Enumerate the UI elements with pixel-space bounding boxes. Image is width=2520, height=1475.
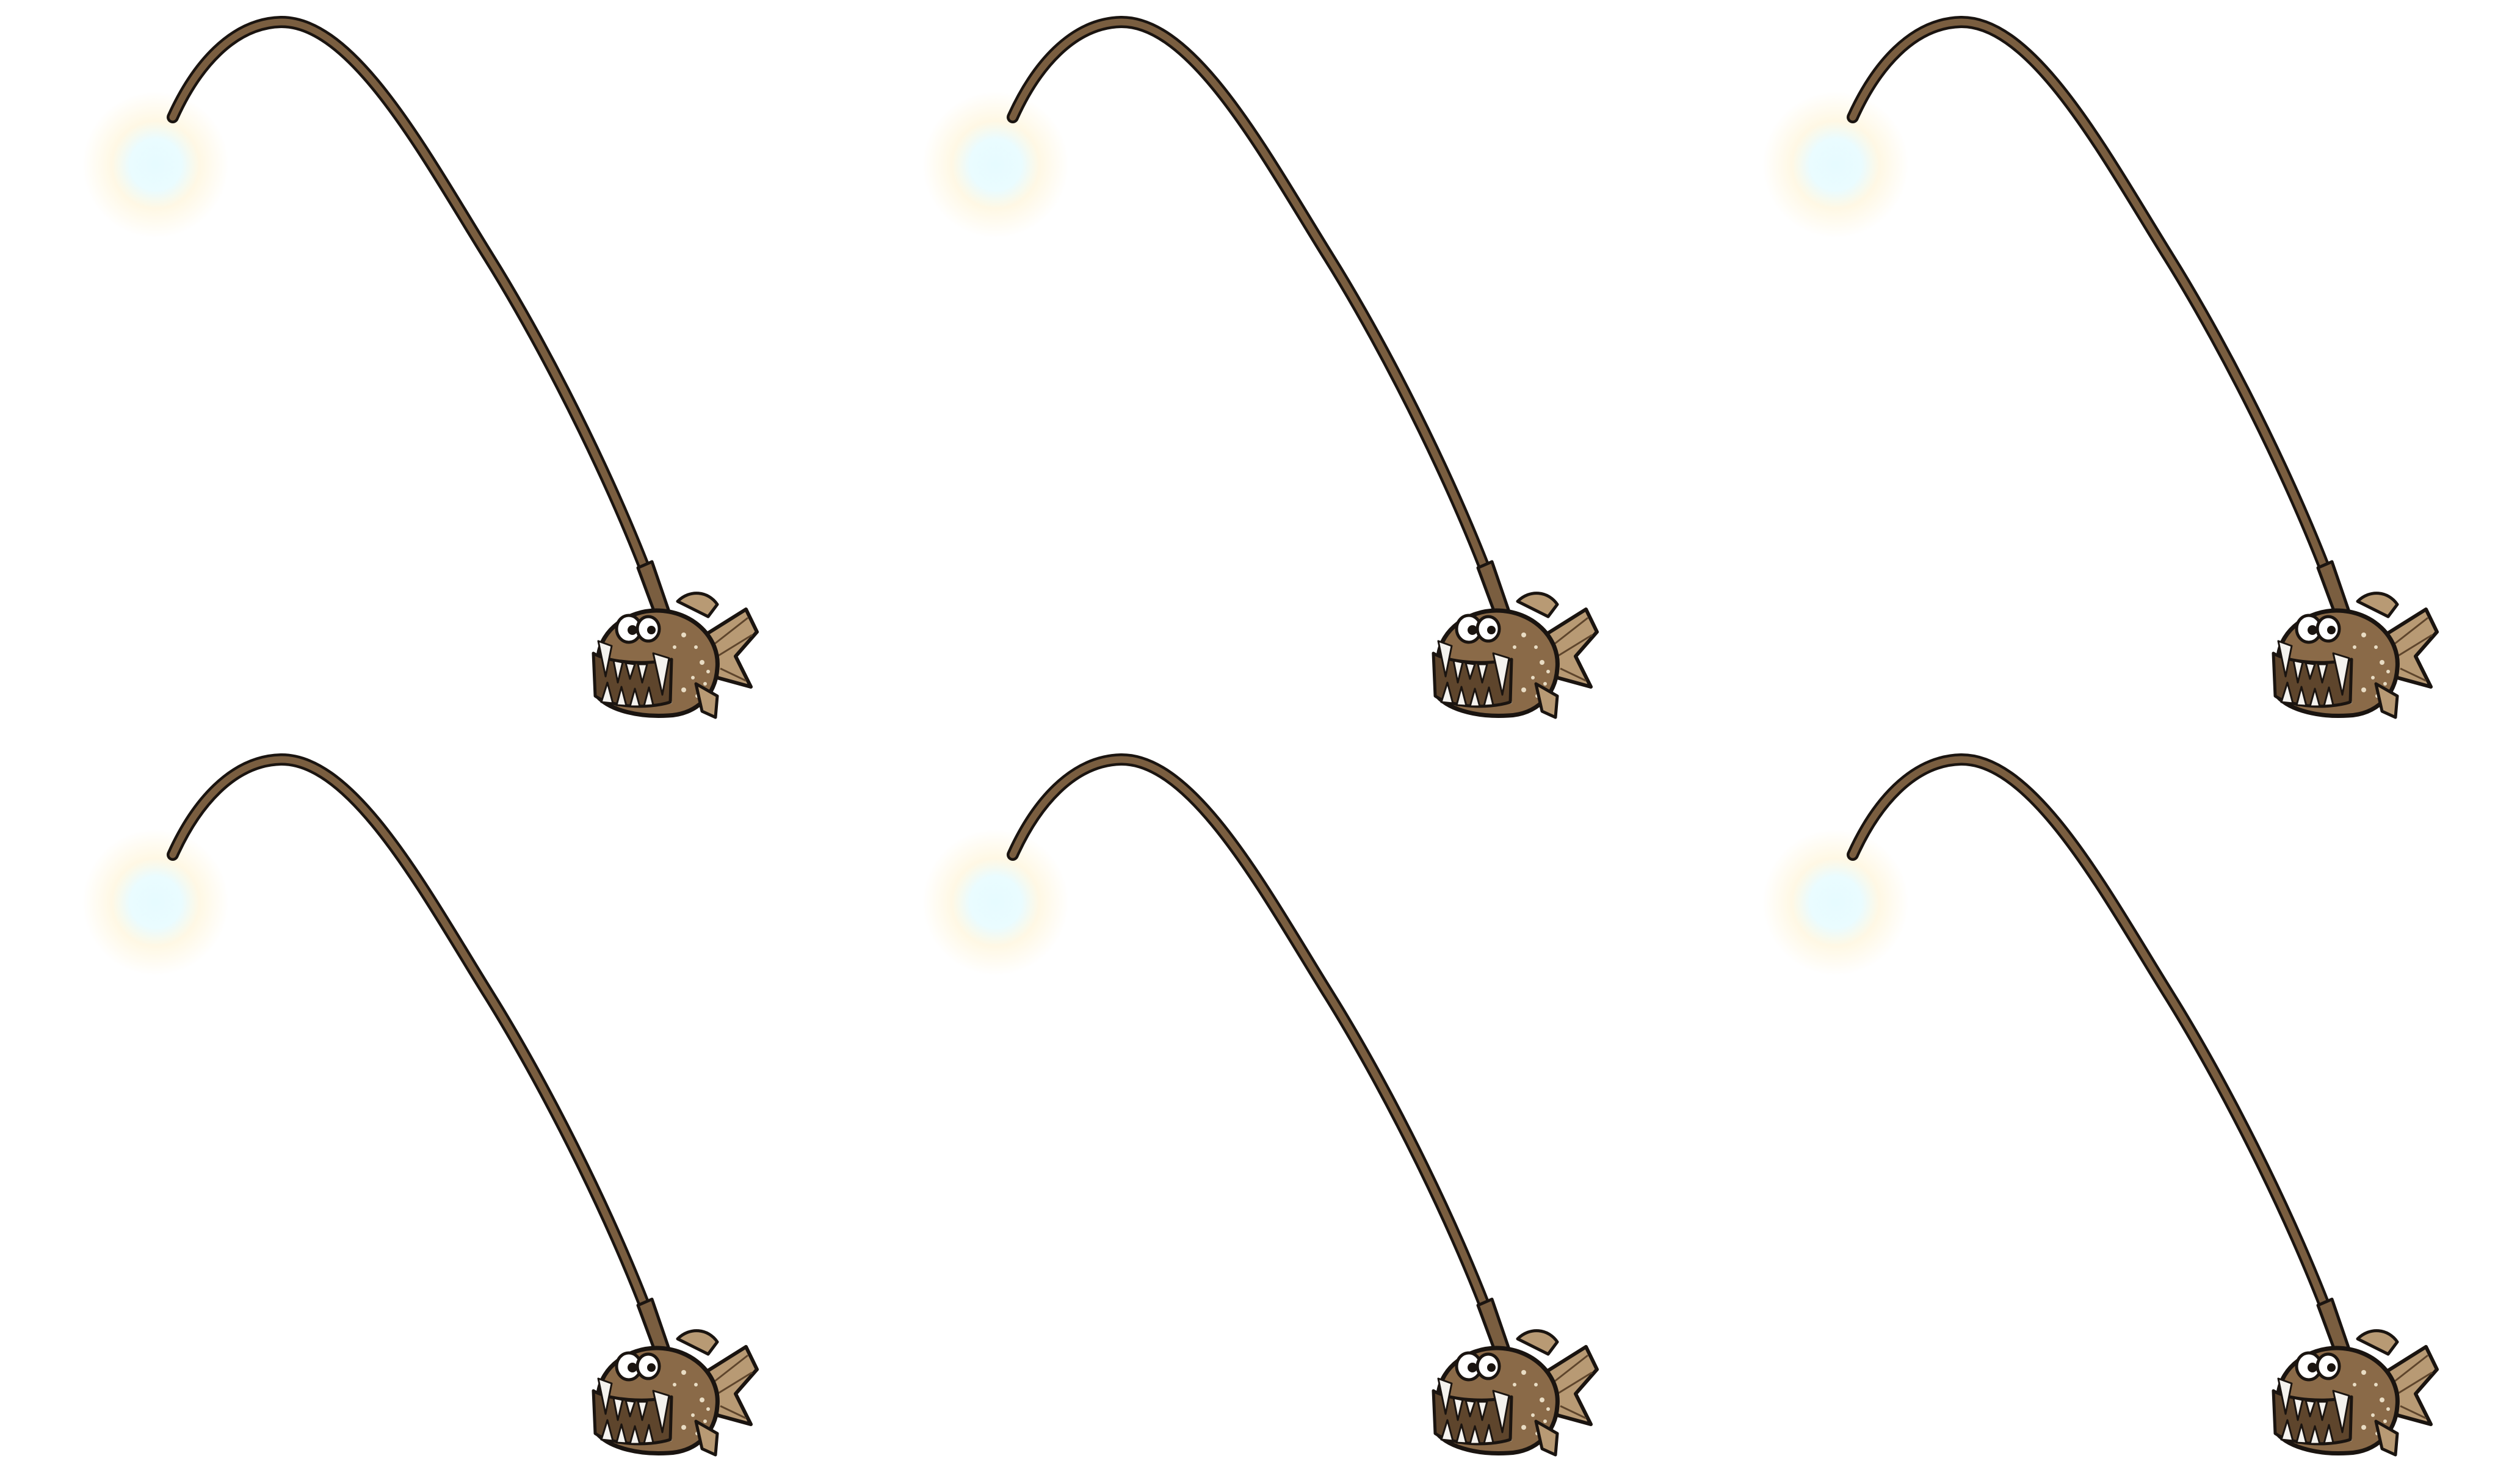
sprite-frame-4: [0, 738, 840, 1475]
pectoral-fin: [2374, 1419, 2399, 1457]
sprite-frame-5: [840, 738, 1680, 1475]
sprite-frame-3: [1680, 0, 2520, 738]
anglerfish-icon: [922, 753, 1599, 1457]
pectoral-fin: [694, 682, 719, 719]
fish-teeth: [597, 640, 670, 708]
fish-teeth: [1437, 1377, 1510, 1445]
lure-glow: [922, 92, 1069, 238]
pectoral-fin: [1534, 682, 1559, 719]
fish-eyes: [615, 1351, 661, 1382]
fish-teeth: [597, 1377, 670, 1445]
lure-glow: [82, 92, 229, 238]
dorsal-fin: [2356, 592, 2399, 618]
fish-eyes: [1455, 614, 1501, 644]
lure-stem: [167, 753, 668, 1360]
fish-eyes: [615, 614, 661, 644]
dorsal-fin: [1516, 1329, 1559, 1356]
sprite-frame-1: [0, 0, 840, 738]
sprite-frame-2: [840, 0, 1680, 738]
fish-teeth: [2277, 640, 2350, 708]
fish-eyes: [2295, 614, 2341, 644]
dorsal-fin: [676, 1329, 719, 1356]
lure-glow: [1762, 829, 1909, 976]
pectoral-fin: [694, 1419, 719, 1457]
lure-glow: [922, 829, 1069, 976]
body-spots: [668, 632, 710, 704]
lure-stem: [1847, 15, 2348, 623]
sprite-frame-6: [1680, 738, 2520, 1475]
pectoral-fin: [2374, 682, 2399, 719]
lure-stem: [1847, 753, 2348, 1360]
fish-teeth: [1437, 640, 1510, 708]
anglerfish-icon: [1762, 15, 2439, 719]
anglerfish-icon: [82, 15, 759, 719]
fish-teeth: [2277, 1377, 2350, 1445]
dorsal-fin: [1516, 592, 1559, 618]
anglerfish-icon: [82, 753, 759, 1457]
lure-stem: [1007, 15, 1508, 623]
fish-eyes: [1455, 1351, 1501, 1382]
lure-glow: [1762, 92, 1909, 238]
pectoral-fin: [1534, 1419, 1559, 1457]
dorsal-fin: [676, 592, 719, 618]
lure-stem: [1007, 753, 1508, 1360]
lure-glow: [82, 829, 229, 976]
anglerfish-icon: [922, 15, 1599, 719]
anglerfish-icon: [1762, 753, 2439, 1457]
dorsal-fin: [2356, 1329, 2399, 1356]
fish-eyes: [2295, 1351, 2341, 1382]
lure-stem: [167, 15, 668, 623]
